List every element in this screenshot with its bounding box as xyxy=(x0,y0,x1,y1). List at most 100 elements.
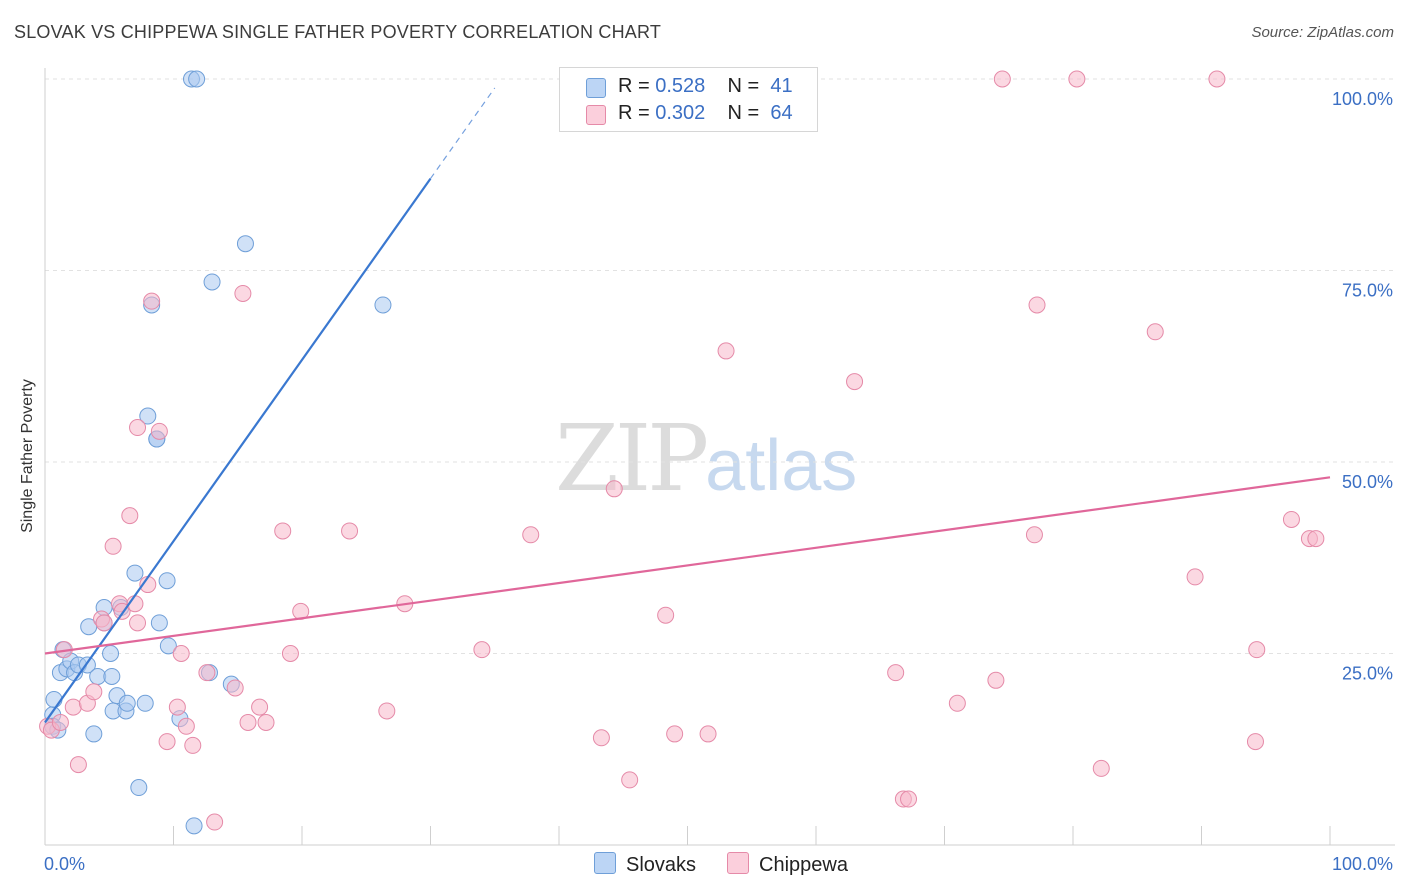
bottom-legend-slovaks: Slovaks xyxy=(594,852,696,876)
trend-line-slovaks xyxy=(44,177,432,724)
chippewa-point xyxy=(378,702,396,720)
tick-labels: 25.0% 50.0% 75.0% 100.0% 0.0% 100.0% xyxy=(44,89,1393,874)
trend-line-slovaks-extension xyxy=(430,87,496,179)
chippewa-point xyxy=(887,664,905,682)
chippewa-point xyxy=(281,645,299,662)
legend-n-label: N = xyxy=(727,102,760,124)
chippewa-point xyxy=(104,537,122,555)
chippewa-point xyxy=(717,342,735,360)
chippewa-point xyxy=(987,671,1005,689)
chart-title: SLOVAK VS CHIPPEWA SINGLE FATHER POVERTY… xyxy=(14,22,662,42)
chippewa-point xyxy=(85,683,103,701)
chippewa-point xyxy=(274,522,292,540)
watermark: ZIPatlas xyxy=(555,405,857,512)
chippewa-point xyxy=(257,713,275,731)
bottom-legend-swatch-slovaks xyxy=(594,852,616,874)
chippewa-point xyxy=(522,526,540,544)
chippewa-point xyxy=(177,717,195,735)
legend-r-value-slovaks: 0.528 xyxy=(655,75,706,97)
slovak-point xyxy=(85,725,103,743)
legend-n-value-slovaks: 41 xyxy=(770,75,793,97)
chippewa-point xyxy=(1146,323,1164,341)
slovak-point xyxy=(118,694,136,712)
legend-r-label: R = xyxy=(618,75,650,97)
legend-r-label: R = xyxy=(618,102,650,124)
legend-swatch-chippewa xyxy=(586,105,606,125)
slovak-point xyxy=(126,564,144,582)
chippewa-point xyxy=(1282,510,1300,528)
y-tick-label-25: 25.0% xyxy=(1342,664,1393,684)
slovak-point xyxy=(103,667,121,685)
chippewa-point xyxy=(69,756,87,774)
y-tick-label-75: 75.0% xyxy=(1342,281,1393,301)
trend-lines xyxy=(44,87,1331,724)
chippewa-point xyxy=(1208,70,1226,88)
slovak-point xyxy=(159,637,177,655)
chippewa-point xyxy=(657,606,675,624)
chippewa-point xyxy=(592,729,610,747)
watermark-atlas: atlas xyxy=(705,426,858,506)
chippewa-point xyxy=(150,422,168,440)
chippewa-point xyxy=(1248,641,1266,659)
source-credit: Source: ZipAtlas.com xyxy=(1251,24,1394,41)
chippewa-point xyxy=(129,419,147,437)
chippewa-point xyxy=(1186,568,1204,586)
legend-n-label: N = xyxy=(727,75,760,97)
chippewa-point xyxy=(341,522,359,540)
bottom-legend-label-slovaks: Slovaks xyxy=(626,854,697,876)
series-slovaks xyxy=(44,70,392,835)
slovak-point xyxy=(130,779,148,797)
chippewa-point xyxy=(473,641,491,659)
legend-r-value-chippewa: 0.302 xyxy=(655,102,706,124)
chippewa-point xyxy=(846,373,864,391)
trend-line-chippewa xyxy=(44,476,1331,655)
y-tick-label-100: 100.0% xyxy=(1332,89,1393,109)
chippewa-point xyxy=(184,736,202,754)
slovak-point xyxy=(102,645,120,662)
chippewa-point xyxy=(172,645,190,662)
chippewa-point xyxy=(605,480,623,498)
chippewa-point xyxy=(993,70,1011,88)
legend-n-value-chippewa: 64 xyxy=(770,102,793,124)
chippewa-point xyxy=(168,698,186,716)
slovak-point xyxy=(45,690,63,708)
correlation-legend: R = 0.528 N = 41 R = 0.302 N = 64 xyxy=(559,67,818,132)
slovak-point xyxy=(158,572,176,590)
chippewa-point xyxy=(251,698,269,716)
slovak-point xyxy=(150,614,168,632)
slovak-point xyxy=(139,407,157,425)
bottom-legend-chippewa: Chippewa xyxy=(727,852,848,876)
chippewa-point xyxy=(1092,759,1110,777)
chippewa-point xyxy=(95,614,113,632)
chippewa-point xyxy=(226,679,244,697)
y-tick-label-50: 50.0% xyxy=(1342,472,1393,492)
legend-text-chippewa: R = 0.302 N = 64 xyxy=(618,102,793,125)
slovak-point xyxy=(185,817,203,835)
chippewa-point xyxy=(121,507,139,525)
chippewa-point xyxy=(1246,733,1264,751)
chippewa-point xyxy=(948,694,966,712)
chippewa-point xyxy=(51,713,69,731)
chippewa-point xyxy=(699,725,717,743)
x-tick-label-min: 0.0% xyxy=(44,854,85,874)
chippewa-point xyxy=(198,664,216,682)
bottom-legend-label-chippewa: Chippewa xyxy=(759,854,848,876)
slovak-point xyxy=(136,694,154,712)
slovak-point xyxy=(203,273,221,291)
watermark-zip: ZIP xyxy=(555,405,709,512)
slovak-point xyxy=(89,667,107,685)
legend-swatch-slovaks xyxy=(586,78,606,98)
chippewa-point xyxy=(129,614,147,632)
chippewa-point xyxy=(1307,530,1325,548)
grid-lines xyxy=(45,78,1395,654)
legend-text-slovaks: R = 0.528 N = 41 xyxy=(618,75,793,98)
chippewa-point xyxy=(666,725,684,743)
chippewa-point xyxy=(64,698,82,716)
chippewa-point xyxy=(1068,70,1086,88)
bottom-legend-swatch-chippewa xyxy=(727,852,749,874)
slovak-point xyxy=(188,70,206,88)
chippewa-point xyxy=(158,733,176,751)
chippewa-point xyxy=(1025,526,1043,544)
x-tick-label-max: 100.0% xyxy=(1332,854,1393,874)
